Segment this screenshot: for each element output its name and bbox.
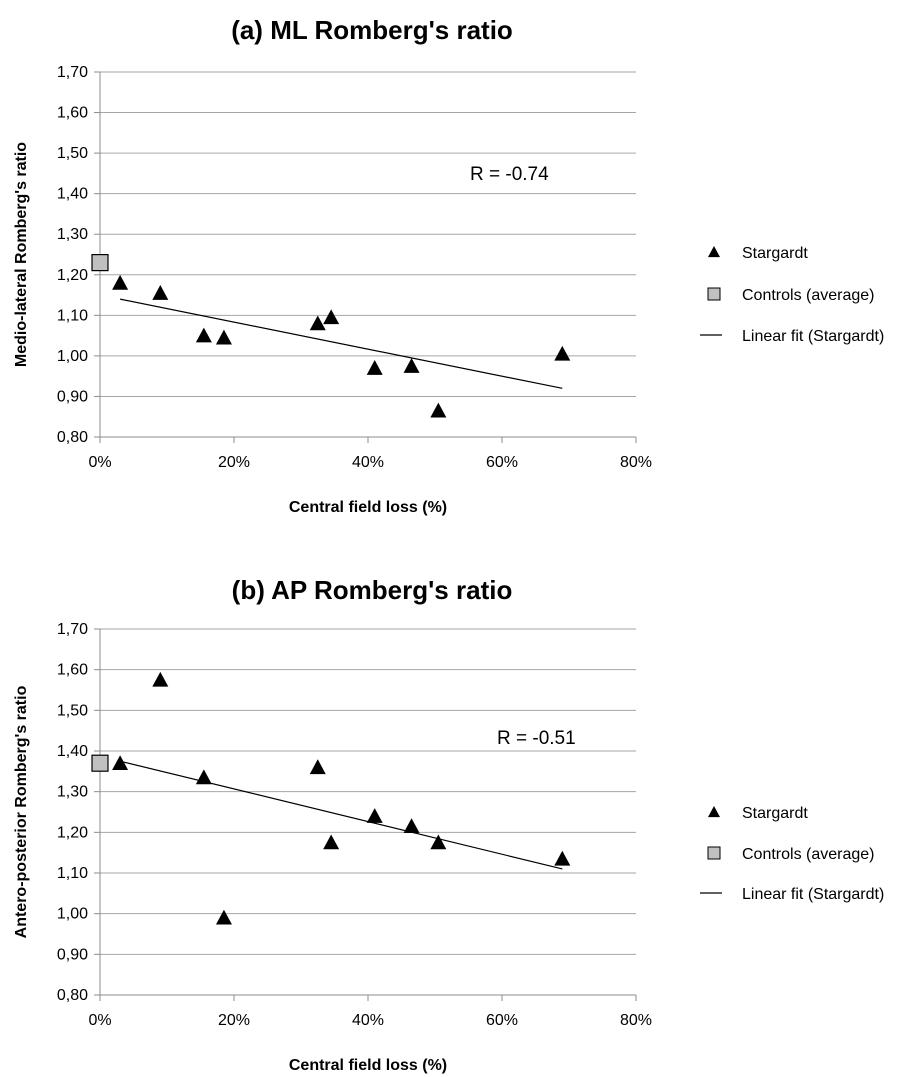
x-tick-label: 40%: [352, 1012, 384, 1029]
stargardt-point: [554, 345, 571, 361]
y-tick-label: 1,30: [57, 784, 88, 801]
legend-label: Controls (average): [742, 846, 875, 863]
legend-marker-square: [707, 287, 721, 301]
stargardt-point: [430, 834, 447, 850]
y-tick-label: 1,60: [57, 105, 88, 122]
x-tick-label: 60%: [486, 1012, 518, 1029]
legend-label: Controls (average): [742, 287, 875, 304]
stargardt-point: [403, 818, 420, 834]
legend-marker-square: [707, 846, 721, 860]
legend-label: Stargardt: [742, 805, 808, 822]
y-tick-label: 1,10: [57, 307, 88, 324]
chart-title: (b) AP Romberg's ratio: [232, 575, 513, 605]
controls-point: [91, 254, 109, 272]
chart-1: (b) AP Romberg's ratio 0,80 0,90 1,00 1,10 1,…: [13, 575, 884, 1074]
y-tick-label: 1,10: [57, 865, 88, 882]
stargardt-point: [366, 360, 383, 375]
y-tick-label: 1,40: [57, 743, 88, 760]
y-axis-label: Medio-lateral Romberg's ratio: [13, 142, 30, 367]
stargardt-point: [323, 834, 340, 850]
stargardt-point: [366, 808, 383, 823]
y-axis-label: Antero-posterior Romberg's ratio: [13, 685, 30, 938]
y-tick-label: 0,80: [57, 987, 88, 1004]
controls-point: [91, 754, 109, 772]
x-tick-label: 60%: [486, 454, 518, 471]
y-tick-label: 0,80: [57, 429, 88, 446]
legend: Stargardt Controls (average) Linear fit (S…: [700, 805, 884, 903]
x-tick-label: 80%: [620, 1012, 652, 1029]
y-tick-label: 1,70: [57, 64, 88, 81]
x-tick-label: 0%: [88, 454, 111, 471]
y-tick-label: 1,40: [57, 186, 88, 203]
stargardt-point: [323, 309, 340, 325]
stargardt-point: [152, 285, 169, 300]
x-tick-label: 40%: [352, 454, 384, 471]
legend-marker-triangle: [708, 246, 720, 258]
stargardt-point: [309, 315, 326, 331]
legend-label: Linear fit (Stargardt): [742, 886, 884, 903]
x-tick-label: 0%: [88, 1012, 111, 1029]
y-tick-label: 1,20: [57, 267, 88, 284]
y-tick-label: 1,20: [57, 824, 88, 841]
y-tick-label: 1,00: [57, 348, 88, 365]
y-tick-label: 1,50: [57, 145, 88, 162]
y-tick-label: 1,60: [57, 662, 88, 679]
stargardt-point: [152, 671, 169, 687]
stargardt-point: [112, 274, 129, 290]
stargardt-point: [554, 850, 571, 866]
legend: Stargardt Controls (average) Linear fit (S…: [700, 245, 884, 345]
x-tick-label: 20%: [218, 1012, 250, 1029]
legend-label: Stargardt: [742, 245, 808, 262]
stargardt-point: [112, 755, 129, 770]
legend-marker-triangle: [708, 806, 720, 818]
legend-label: Linear fit (Stargardt): [742, 328, 884, 345]
y-tick-label: 0,90: [57, 946, 88, 963]
x-tick-label: 80%: [620, 454, 652, 471]
x-axis-label: Central field loss (%): [289, 499, 447, 516]
correlation-annotation: R = -0.74: [470, 164, 549, 185]
stargardt-point: [195, 327, 212, 343]
stargardt-point: [215, 329, 232, 345]
linear-fit-line: [119, 298, 563, 389]
linear-fit-line: [119, 760, 563, 870]
correlation-annotation: R = -0.51: [497, 728, 576, 749]
stargardt-point: [309, 759, 326, 775]
x-axis-label: Central field loss (%): [289, 1057, 447, 1074]
chart-0: (a) ML Romberg's ratio 0,80 0,90 1,00 1,10 1,…: [13, 15, 884, 516]
y-tick-label: 0,90: [57, 388, 88, 405]
y-tick-label: 1,70: [57, 621, 88, 638]
x-tick-label: 20%: [218, 454, 250, 471]
y-tick-label: 1,00: [57, 906, 88, 923]
stargardt-point: [195, 769, 212, 785]
stargardt-point: [430, 402, 447, 418]
stargardt-point: [403, 358, 420, 373]
y-tick-label: 1,50: [57, 702, 88, 719]
stargardt-point: [215, 909, 232, 925]
y-tick-label: 1,30: [57, 226, 88, 243]
chart-title: (a) ML Romberg's ratio: [231, 15, 513, 45]
